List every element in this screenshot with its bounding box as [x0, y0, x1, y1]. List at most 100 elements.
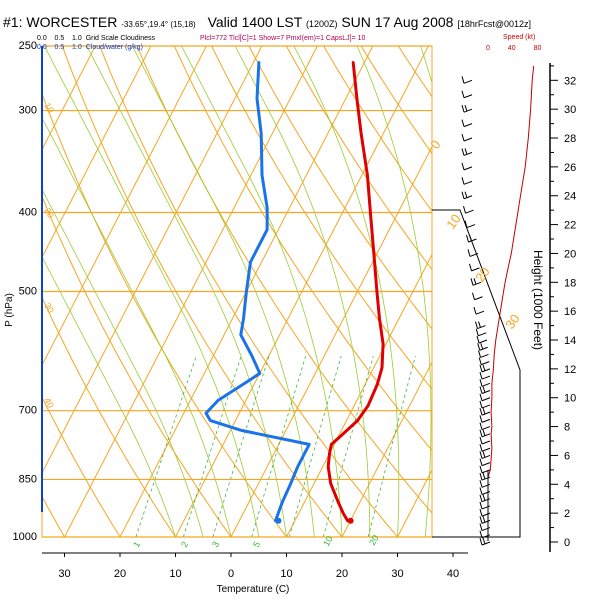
- moist-adiabat: [181, 46, 343, 537]
- mixing-ratio-line: [212, 355, 270, 537]
- height-tick-label: 22: [564, 220, 576, 232]
- wind-barb-staff: [463, 108, 473, 113]
- dry-adiabat: [42, 495, 66, 537]
- wind-barb-staff: [463, 79, 473, 84]
- wind-barb-flag: [476, 335, 480, 344]
- wind-barb-flag: [473, 278, 477, 285]
- wind-barb: [464, 220, 476, 229]
- height-tick-label: 24: [564, 191, 576, 203]
- isotherm-line: [444, 32, 600, 555]
- wind-barb-staff: [480, 353, 489, 358]
- wind-barb-staff: [468, 238, 477, 243]
- utc-time: (1200Z): [305, 19, 338, 29]
- station-name: #1: WORCESTER: [3, 14, 118, 30]
- wind-barb: [466, 234, 477, 243]
- wind-barb-staff: [479, 346, 488, 351]
- wind-barb-flag: [475, 321, 478, 329]
- wind-barb-flag: [482, 429, 486, 436]
- wind-barb-flag: [467, 249, 471, 257]
- wind-barb: [479, 444, 491, 452]
- dry-adiabat: [42, 92, 288, 537]
- dry-adiabat: [42, 296, 177, 537]
- wind-barb-flag: [479, 415, 483, 423]
- wind-barb-staff: [481, 469, 491, 474]
- wind-barb-flag: [479, 530, 483, 538]
- p-tick-label: 700: [19, 405, 37, 417]
- wind-barb-flag: [478, 321, 481, 328]
- wind-barb-flag: [461, 119, 465, 127]
- wind-barb-flag: [469, 263, 472, 272]
- wind-barb-staff: [472, 281, 482, 286]
- mixing-ratio-label: 2: [179, 540, 190, 549]
- wind-barb: [479, 379, 491, 387]
- dewpoint-surface-point: [275, 517, 282, 524]
- moist-adiabat: [42, 116, 232, 537]
- wind-barb: [461, 105, 473, 113]
- wind-barb: [479, 487, 491, 495]
- wind-barb: [479, 422, 491, 431]
- dry-adiabat: [99, 46, 399, 537]
- wind-barb-flag: [482, 407, 486, 415]
- wind-barb-flag: [461, 162, 465, 171]
- dry-adiabat: [42, 195, 232, 537]
- wind-barb: [470, 278, 482, 286]
- moist-adiabat: [420, 46, 432, 85]
- forecast-info: [18hrFcst@0012z]: [457, 19, 531, 29]
- wind-barb-flag: [482, 451, 486, 458]
- forecast-date: SUN 17 Aug 2008: [341, 14, 454, 30]
- p-tick-label: 400: [19, 206, 37, 218]
- wind-barb-staff: [481, 426, 491, 431]
- wind-barb-flag: [479, 472, 483, 481]
- wind-barb-staff: [481, 454, 491, 459]
- wind-barb-flag: [479, 465, 483, 473]
- dry-adiabat-label: 10: [42, 101, 56, 115]
- wind-barb: [479, 516, 491, 524]
- isotherm-line: [341, 361, 432, 537]
- mixing-ratio-label: 3: [210, 540, 221, 549]
- data-layer: [204, 61, 535, 546]
- isotherm-label: 30: [502, 311, 523, 331]
- p-tick-label: 300: [19, 105, 37, 117]
- wind-barb-staff: [463, 166, 473, 171]
- wind-barb: [479, 480, 491, 488]
- wind-barb-staff: [475, 310, 485, 315]
- dry-adiabat: [360, 46, 432, 155]
- wind-barb: [475, 328, 487, 337]
- wind-barb-staff: [469, 252, 479, 257]
- x-tick-label: 20: [336, 568, 348, 580]
- moist-adiabat: [293, 46, 400, 537]
- dry-adiabat-label: 40: [42, 396, 56, 410]
- isotherm-line: [285, 253, 432, 537]
- cloudwater-tick-2: 1.0: [72, 44, 82, 51]
- wind-barb: [479, 436, 491, 445]
- wind-barb: [463, 206, 474, 214]
- height-tick-label: 18: [564, 277, 576, 289]
- wind-barb: [472, 292, 483, 301]
- speed-tick-1: 40: [507, 45, 516, 52]
- wind-barb-flag: [477, 343, 481, 351]
- mixing-ratio-line: [135, 355, 197, 537]
- axis-layer: Temperature (C) P (hPa) Height (1000 Fee…: [4, 40, 576, 595]
- wind-barb: [479, 364, 491, 373]
- wind-barb-staff: [463, 151, 473, 156]
- x-tick-label: 40: [447, 568, 459, 580]
- wind-barb-flag: [480, 343, 484, 350]
- wind-barb-staff: [481, 440, 491, 445]
- mixing-ratio-line: [367, 355, 416, 537]
- wind-barb-flag: [464, 105, 468, 112]
- wind-barb-flag: [470, 278, 474, 286]
- wind-barb: [479, 501, 491, 510]
- wind-barb: [479, 393, 491, 402]
- mixing-ratio-line: [288, 355, 342, 537]
- wind-barb: [469, 263, 480, 272]
- wind-barb-flag: [479, 458, 483, 466]
- wind-barb-flag: [479, 379, 483, 387]
- wind-barb-flag: [461, 177, 465, 185]
- speed-tick-0: 0: [486, 45, 490, 52]
- height-tick-label: 2: [564, 508, 570, 520]
- wind-barb-flag: [479, 408, 483, 416]
- height-tick-label: 32: [564, 75, 576, 87]
- wind-barb-staff: [481, 418, 491, 423]
- wind-barb-staff: [481, 368, 491, 373]
- wind-barb-staff: [478, 339, 488, 344]
